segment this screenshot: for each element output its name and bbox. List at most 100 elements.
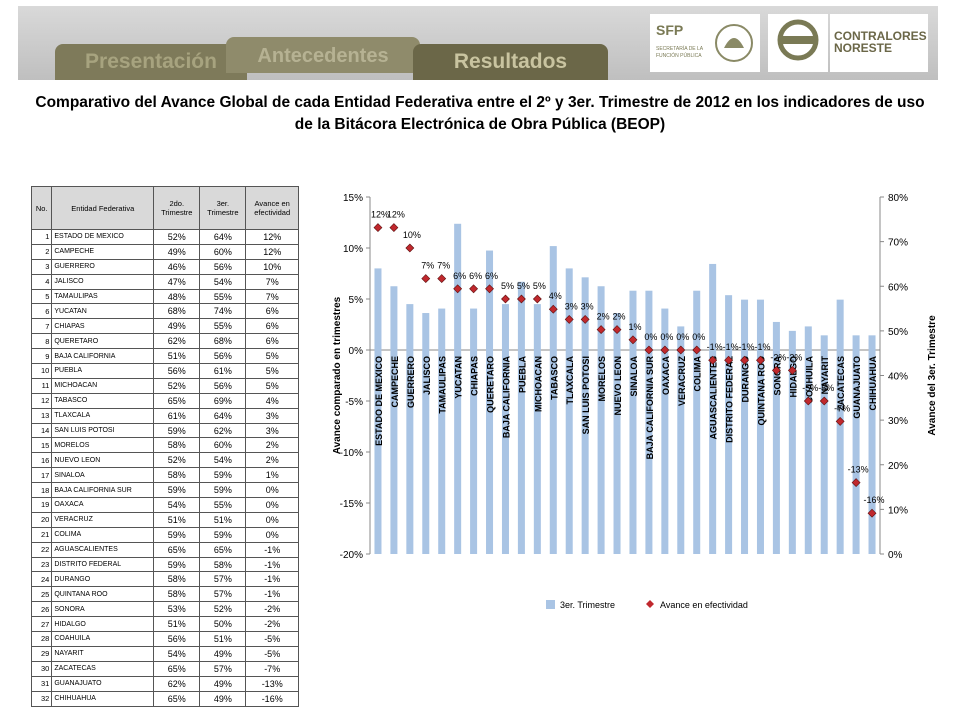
row-3er: 60% [199,243,247,260]
bar [693,290,701,554]
marker [819,396,829,406]
row-number: 3 [30,258,53,275]
row-entidad: COAHUILA [51,631,155,647]
data-label: 5% [501,281,514,291]
marker [405,243,415,253]
row-number: 15 [30,437,53,454]
row-number: 9 [30,348,53,365]
row-entidad: SAN LUIS POTOSI [51,422,155,439]
data-label: 3% [581,301,594,311]
table-row: 1 ESTADO DE MEXICO 52% 64% 12% [30,229,299,245]
row-3er: 59% [199,482,247,499]
noreste-logo-text: CONTRALORES NORESTE [834,29,927,55]
table-row: 30 ZACATECAS 65% 57% -7% [30,660,299,677]
right-tick-label: 40% [888,372,908,383]
row-entidad: JALISCO [51,273,155,290]
data-label: -13% [848,465,869,475]
bar [406,304,414,554]
row-entidad: QUERETARO [51,333,155,350]
row-entidad: ZACATECAS [51,660,155,677]
data-label: 12% [371,210,389,220]
row-avance: -16% [245,690,299,707]
row-number: 26 [30,601,53,618]
category-label: COAHUILA [804,356,814,404]
row-3er: 51% [199,631,247,647]
row-2do: 59% [153,482,201,499]
tab-resultados[interactable]: Resultados [413,44,608,80]
col-avance: Avance en efectividad [245,186,299,230]
data-label: -1% [754,342,770,352]
category-label: QUINTANA ROO [756,356,766,426]
row-2do: 51% [153,348,201,365]
left-tick-label: 0% [349,346,364,357]
category-label: COLIMA [693,356,703,392]
left-tick-label: 10% [343,244,363,255]
bar [820,335,828,554]
tab-antecedentes[interactable]: Antecedentes [226,37,420,73]
bar [470,308,478,554]
row-entidad: HIDALGO [51,616,155,633]
left-tick-label: -20% [340,550,363,561]
table-row: 32 CHIHUAHUA 65% 49% -16% [30,690,299,707]
right-tick-label: 50% [888,327,908,338]
row-3er: 62% [199,422,247,439]
bar [772,321,780,554]
category-label: QUERETARO [486,356,496,413]
category-label: CHIHUAHUA [868,356,878,411]
marker [548,304,558,314]
row-3er: 58% [199,556,247,573]
marker [644,345,654,355]
row-avance: -1% [245,541,299,558]
tab-presentacion[interactable]: Presentación [55,44,247,80]
row-avance: -2% [245,601,299,618]
row-number: 19 [30,497,53,513]
right-tick-label: 60% [888,282,908,293]
bar [804,326,812,554]
row-2do: 56% [153,631,201,647]
row-number: 22 [30,541,53,558]
comparison-chart: 15% 10% 5% 0% -5% -10% -15% -20% 80% 70% 60% 50% 40%… [332,193,938,610]
row-number: 17 [30,467,53,484]
data-label: 0% [676,332,689,342]
table-row: 14 SAN LUIS POTOSI 59% 62% 3% [30,422,299,439]
marker [453,284,463,294]
row-entidad: CHIHUAHUA [51,690,155,707]
table-row: 28 COAHUILA 56% 51% -5% [30,631,299,647]
row-number: 16 [30,452,53,469]
table-row: 27 HIDALGO 51% 50% -2% [30,616,299,633]
row-3er: 54% [199,452,247,469]
row-entidad: ESTADO DE MEXICO [51,229,155,245]
row-2do: 49% [153,243,201,260]
row-2do: 62% [153,675,201,692]
row-number: 6 [30,303,53,320]
row-entidad: TAMAULIPAS [51,288,155,305]
bar [836,299,844,554]
row-entidad: MORELOS [51,437,155,454]
row-2do: 52% [153,452,201,469]
data-label: -1% [723,342,739,352]
category-label: VERACRUZ [677,356,687,407]
table-row: 21 COLIMA 59% 59% 0% [30,526,299,543]
row-entidad: GUANAJUATO [51,675,155,692]
row-number: 27 [30,616,53,633]
table-row: 17 SINALOA 58% 59% 1% [30,467,299,484]
category-label: GUERRERO [406,356,416,408]
data-label: 2% [597,312,610,322]
row-2do: 65% [153,660,201,677]
marker [724,355,734,365]
table-row: 31 GUANAJUATO 62% 49% -13% [30,675,299,692]
bar [581,277,589,554]
bar [533,304,541,554]
table-row: 16 NUEVO LEON 52% 54% 2% [30,452,299,469]
row-avance: 10% [245,258,299,275]
marker [612,325,622,335]
bar [756,299,764,554]
marker [628,335,638,345]
legend-label-bar: 3er. Trimestre [560,600,615,610]
row-avance: 6% [245,318,299,335]
marker [692,345,702,355]
eagle-emblem-icon [715,24,753,62]
row-3er: 55% [199,318,247,335]
bar [422,313,430,554]
row-avance: 4% [245,392,299,409]
